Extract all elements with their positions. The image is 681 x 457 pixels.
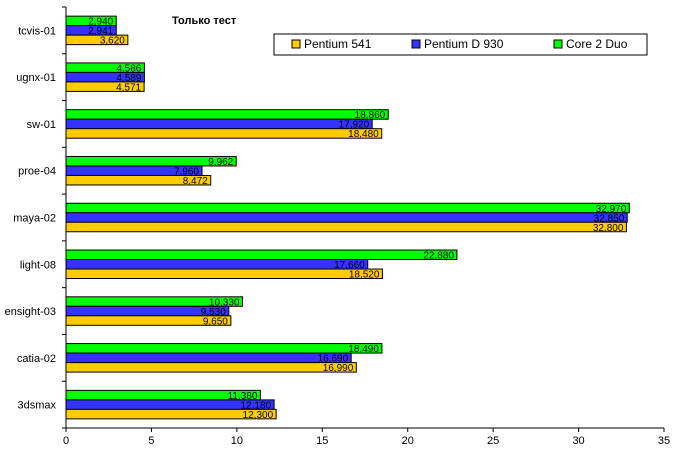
category-label: catia-02 (17, 353, 56, 365)
data-label: 32,800 (593, 223, 624, 234)
data-label: 32,970 (596, 204, 627, 215)
data-label: 8,472 (183, 176, 208, 187)
data-label: 7,960 (174, 166, 199, 177)
x-tick-label: 35 (658, 435, 670, 447)
data-label: 4,589 (116, 73, 141, 84)
bar-core-2-duo (65, 109, 389, 120)
bar-pentium-d-930 (65, 259, 369, 270)
x-tick-label: 10 (231, 435, 243, 447)
legend-swatch (291, 39, 301, 49)
category-label: light-08 (20, 259, 56, 271)
data-label: 22,880 (423, 251, 454, 262)
bar-core-2-duo (65, 249, 458, 261)
data-label: 11,380 (228, 391, 258, 402)
x-tick-label: 15 (316, 435, 328, 447)
category-label: sw-01 (27, 119, 56, 131)
x-tick-label: 0 (63, 435, 69, 447)
legend-label: Core 2 Duo (566, 37, 628, 51)
data-label: 2,940 (88, 17, 113, 28)
category-label: tcvis-01 (18, 25, 56, 37)
legend-swatch (411, 39, 421, 49)
bar-core-2-duo (65, 343, 383, 354)
bar-pentium-541 (65, 362, 357, 373)
legend: Pentium 541 Pentium D 930 Core 2 Duo (273, 33, 648, 56)
legend-label: Pentium D 930 (424, 37, 504, 51)
bar-pentium-541 (65, 128, 383, 139)
data-label: 16,690 (318, 354, 349, 365)
bar-pentium-541 (65, 81, 145, 92)
data-label: 32,850 (594, 213, 625, 224)
legend-box (273, 33, 648, 56)
chart-title: Только тест (172, 15, 237, 27)
data-label: 12,180 (241, 400, 272, 411)
x-tick-label: 30 (572, 435, 584, 447)
bar-pentium-d-930 (65, 118, 373, 130)
x-tick-label: 25 (487, 435, 499, 447)
data-label: 10,330 (209, 297, 240, 308)
data-label: 18,520 (349, 270, 380, 281)
x-tick-label: 20 (402, 435, 414, 447)
data-label: 9,530 (201, 307, 226, 318)
bar-pentium-541 (65, 34, 129, 46)
bar-pentium-d-930 (65, 352, 352, 364)
legend-swatch (553, 39, 563, 49)
legend-label: Pentium 541 (304, 37, 372, 51)
bar-pentium-541 (65, 315, 232, 326)
data-label: 9,650 (203, 316, 228, 327)
bar-pentium-541 (65, 408, 277, 420)
data-label: 17,660 (334, 260, 365, 271)
bar-pentium-541 (65, 221, 627, 233)
chart-labels: tcvis-01 ugnx-01 sw-01 proe-04 maya-02 light-… (5, 17, 627, 421)
x-tick-label: 5 (148, 435, 154, 447)
data-label: 18,860 (355, 110, 386, 121)
category-label: maya-02 (13, 213, 56, 225)
category-label: ugnx-01 (16, 72, 56, 84)
bar-pentium-541 (65, 268, 383, 280)
data-label: 3,620 (100, 36, 125, 47)
data-label: 17,920 (339, 120, 370, 131)
data-label: 12,300 (243, 410, 274, 421)
data-label: 16,990 (323, 363, 354, 374)
data-label: 18,490 (348, 344, 379, 355)
category-label: proe-04 (18, 166, 56, 178)
data-label: 2,941 (88, 26, 113, 37)
data-label: 4,571 (116, 82, 141, 93)
chart-bars (65, 15, 630, 420)
category-label: 3dsmax (17, 400, 56, 412)
data-label: 18,480 (348, 129, 379, 140)
bar-pentium-541 (65, 174, 212, 186)
data-label: 9,962 (208, 157, 233, 168)
category-label: ensight-03 (5, 306, 56, 318)
bar-core-2-duo (65, 202, 630, 214)
data-label: 4,586 (116, 63, 141, 74)
bar-pentium-d-930 (65, 212, 628, 223)
